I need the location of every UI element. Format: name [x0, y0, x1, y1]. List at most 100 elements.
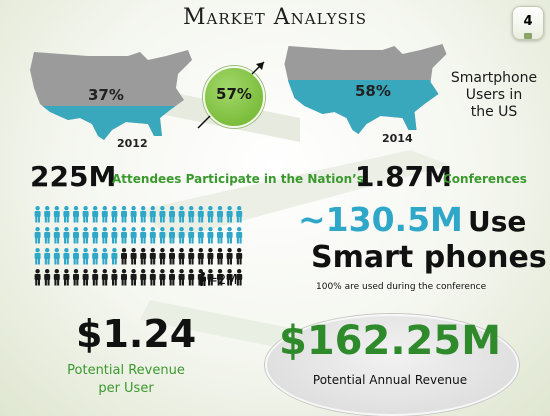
person-icon: [226, 206, 233, 223]
us-map-2014: [284, 44, 447, 134]
person-icon: [188, 269, 195, 286]
person-icon: [92, 248, 99, 265]
person-icon: [53, 248, 60, 265]
person-icon: [82, 206, 89, 223]
revenue-per-user-label: Potential Revenue per User: [67, 363, 185, 396]
person-icon: [121, 269, 127, 286]
person-icon: [236, 248, 243, 265]
map-2014-year: 2014: [382, 132, 413, 145]
map-2012-year: 2012: [117, 137, 148, 150]
person-icon: [82, 248, 89, 265]
person-icon: [169, 206, 175, 223]
person-icon: [111, 248, 118, 265]
person-icon: [92, 269, 99, 286]
person-icon: [178, 248, 185, 265]
person-icon: [217, 206, 223, 223]
person-icon: [130, 227, 137, 244]
smartphone-users-line2: Smart phones: [311, 240, 547, 275]
person-icon: [226, 248, 233, 265]
person-icon: [178, 269, 185, 286]
conferences-value: 1.87M: [355, 160, 452, 193]
map-2014-percent: 58%: [355, 82, 391, 100]
map-2012-percent: 37%: [88, 86, 124, 104]
people-legend: =2M: [199, 272, 237, 288]
person-icon: [121, 206, 127, 223]
person-icon: [63, 269, 70, 286]
person-icon: [217, 248, 223, 265]
conferences-text: Conferences: [443, 172, 527, 186]
person-icon: [111, 269, 118, 286]
person-icon: [140, 206, 147, 223]
person-icon: [188, 227, 195, 244]
person-icon: [63, 248, 70, 265]
person-icon: [34, 227, 41, 244]
person-icon: [226, 269, 233, 286]
person-icon: [101, 227, 108, 244]
person-icon: [101, 269, 108, 286]
people-icon-grid: [33, 206, 273, 288]
person-icon: [44, 269, 51, 286]
person-icon: [207, 227, 214, 244]
person-icon: [44, 227, 51, 244]
person-icon: [53, 206, 60, 223]
revenue-per-user-value: $1.24: [76, 312, 197, 356]
person-icon: [226, 227, 233, 244]
smartphone-users-block: ~130.5M Use: [298, 200, 526, 239]
person-icon: [63, 227, 70, 244]
person-icon: [149, 206, 156, 223]
usage-note: 100% are used during the conference: [316, 282, 487, 292]
person-icon: [34, 269, 41, 286]
person-icon: [101, 206, 108, 223]
page-tab-icon: [524, 33, 532, 39]
person-icon: [140, 248, 147, 265]
person-icon: [197, 227, 204, 244]
person-icon: [149, 227, 156, 244]
person-icon: [73, 206, 79, 223]
person-icon: [200, 272, 206, 286]
person-icon: [73, 248, 79, 265]
person-icon: [92, 227, 99, 244]
person-icon: [53, 227, 60, 244]
annual-revenue-ellipse: [265, 314, 519, 416]
person-icon: [197, 206, 204, 223]
person-icon: [169, 248, 175, 265]
person-icon: [217, 227, 223, 244]
growth-arrow-icon: [197, 61, 265, 129]
person-icon: [111, 206, 118, 223]
person-icon: [111, 227, 118, 244]
person-icon: [149, 269, 156, 286]
person-icon: [44, 206, 51, 223]
person-icon: [44, 248, 51, 265]
person-icon: [207, 206, 214, 223]
page-title: Market Analysis: [182, 5, 368, 30]
person-icon: [140, 227, 147, 244]
person-icon: [149, 248, 156, 265]
person-icon: [169, 269, 175, 286]
person-icon: [188, 248, 195, 265]
person-icon: [53, 269, 60, 286]
person-icon: [159, 206, 166, 223]
smartphone-users-label: Smartphone Users in the US: [450, 70, 538, 120]
page-number: 4: [523, 14, 533, 29]
smartphone-users-use: Use: [467, 205, 527, 238]
person-icon: [63, 206, 70, 223]
person-icon: [207, 248, 214, 265]
person-icon: [159, 248, 166, 265]
attendees-text: Attendees Participate in the Nation’s: [112, 172, 364, 186]
person-icon: [34, 206, 41, 223]
smartphone-users-value: ~130.5M: [298, 200, 463, 239]
people-legend-value: =2M: [207, 273, 238, 288]
page-number-badge: 4: [512, 6, 544, 40]
person-icon: [140, 269, 147, 286]
person-icon: [236, 269, 243, 286]
attendees-value: 225M: [30, 160, 117, 193]
person-icon: [236, 227, 243, 244]
person-icon: [217, 269, 223, 286]
person-icon: [207, 269, 214, 286]
people-icons-svg: [34, 206, 243, 286]
person-icon: [92, 206, 99, 223]
person-icon: [188, 206, 195, 223]
growth-percent: 57%: [216, 85, 252, 103]
person-icon: [121, 248, 127, 265]
person-icon: [159, 269, 166, 286]
